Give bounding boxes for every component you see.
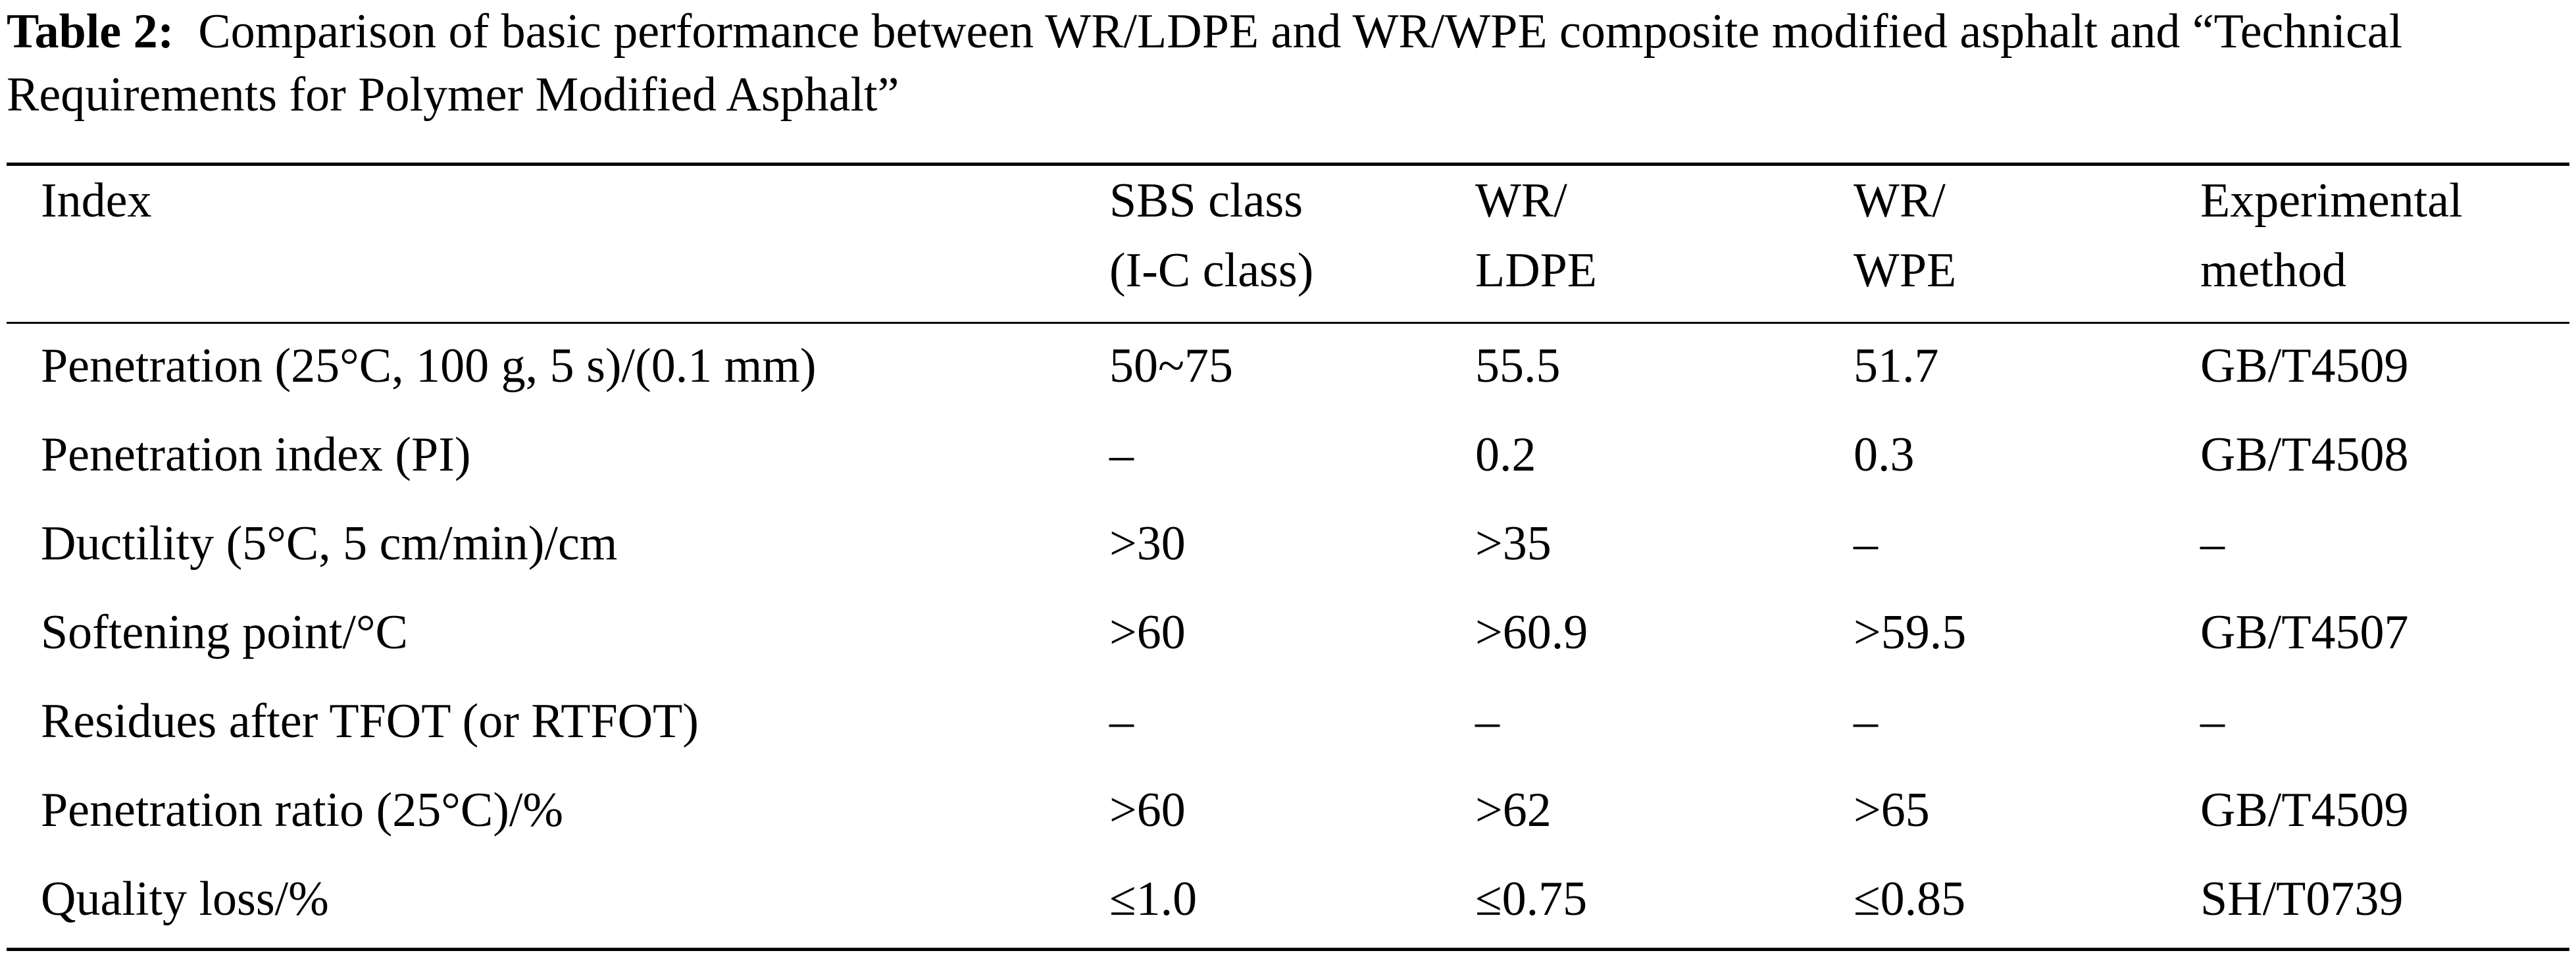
cell-sbs: 50~75 (1109, 339, 1234, 393)
cell-index: Softening point/°C (41, 605, 408, 659)
header-wr-wpe: WR/ WPE (1854, 166, 2200, 322)
cell-wr-wpe: – (1854, 517, 1878, 571)
header-sbs: SBS class (I-C class) (1109, 166, 1475, 322)
cell-wr-wpe: >65 (1854, 783, 1930, 837)
cell-wr-ldpe: – (1475, 694, 1500, 748)
table-row: Ductility (5°C, 5 cm/min)/cm >30 >35 – – (0, 500, 2576, 588)
cell-index: Residues after TFOT (or RTFOT) (41, 694, 699, 748)
header-wr-wpe-line2: WPE (1854, 244, 1957, 297)
cell-sbs: – (1109, 694, 1134, 748)
cell-method: GB/T4509 (2200, 783, 2409, 837)
header-wr-ldpe: WR/ LDPE (1475, 166, 1854, 322)
cell-wr-ldpe: ≤0.75 (1475, 872, 1588, 926)
header-sbs-line1: SBS class (1109, 174, 1303, 228)
table-caption: Table 2: Comparison of basic performance… (7, 0, 2573, 126)
table-bottom-rule (7, 948, 2569, 951)
header-wr-wpe-line1: WR/ (1854, 174, 1946, 228)
header-index: Index (0, 166, 1109, 322)
data-table: Index SBS class (I-C class) WR/ LDPE WR/… (0, 166, 2576, 944)
cell-wr-wpe: 51.7 (1854, 339, 1939, 393)
table-row: Softening point/°C >60 >60.9 >59.5 GB/T4… (0, 588, 2576, 677)
table-header-row: Index SBS class (I-C class) WR/ LDPE WR/… (0, 166, 2576, 322)
cell-wr-ldpe: 55.5 (1475, 339, 1561, 393)
cell-wr-wpe: 0.3 (1854, 428, 1915, 482)
cell-sbs: ≤1.0 (1109, 872, 1198, 926)
cell-sbs: >60 (1109, 605, 1186, 659)
header-method: Experimental method (2200, 166, 2576, 322)
cell-wr-ldpe: >62 (1475, 783, 1552, 837)
table-row: Penetration ratio (25°C)/% >60 >62 >65 G… (0, 766, 2576, 855)
cell-method: GB/T4507 (2200, 605, 2409, 659)
header-index-line1: Index (41, 174, 152, 228)
cell-wr-wpe: >59.5 (1854, 605, 1967, 659)
cell-method: GB/T4509 (2200, 339, 2409, 393)
cell-sbs: – (1109, 428, 1134, 482)
cell-sbs: >60 (1109, 783, 1186, 837)
caption-text: Comparison of basic performance between … (7, 5, 2403, 122)
header-sbs-line2: (I-C class) (1109, 244, 1314, 297)
cell-index: Penetration (25°C, 100 g, 5 s)/(0.1 mm) (41, 339, 817, 393)
cell-index: Penetration index (PI) (41, 428, 471, 482)
caption-label: Table 2: (7, 5, 174, 59)
table-row: Residues after TFOT (or RTFOT) – – – – (0, 677, 2576, 766)
cell-wr-wpe: ≤0.85 (1854, 872, 1966, 926)
table-header-rule (7, 322, 2569, 324)
header-wr-ldpe-line1: WR/ (1475, 174, 1567, 228)
cell-wr-wpe: – (1854, 694, 1878, 748)
cell-wr-ldpe: >60.9 (1475, 605, 1588, 659)
cell-index: Ductility (5°C, 5 cm/min)/cm (41, 517, 618, 571)
table-row: Penetration (25°C, 100 g, 5 s)/(0.1 mm) … (0, 322, 2576, 411)
cell-method: – (2200, 694, 2225, 748)
cell-index: Penetration ratio (25°C)/% (41, 783, 564, 837)
header-method-line2: method (2200, 244, 2346, 297)
cell-method: – (2200, 517, 2225, 571)
header-method-line1: Experimental (2200, 174, 2463, 228)
cell-method: GB/T4508 (2200, 428, 2409, 482)
cell-method: SH/T0739 (2200, 872, 2404, 926)
cell-wr-ldpe: >35 (1475, 517, 1552, 571)
table-row: Penetration index (PI) – 0.2 0.3 GB/T450… (0, 411, 2576, 500)
cell-index: Quality loss/% (41, 872, 329, 926)
table-top-rule (7, 163, 2569, 166)
table-row: Quality loss/% ≤1.0 ≤0.75 ≤0.85 SH/T0739 (0, 855, 2576, 944)
cell-sbs: >30 (1109, 517, 1186, 571)
header-wr-ldpe-line2: LDPE (1475, 244, 1597, 297)
cell-wr-ldpe: 0.2 (1475, 428, 1536, 482)
